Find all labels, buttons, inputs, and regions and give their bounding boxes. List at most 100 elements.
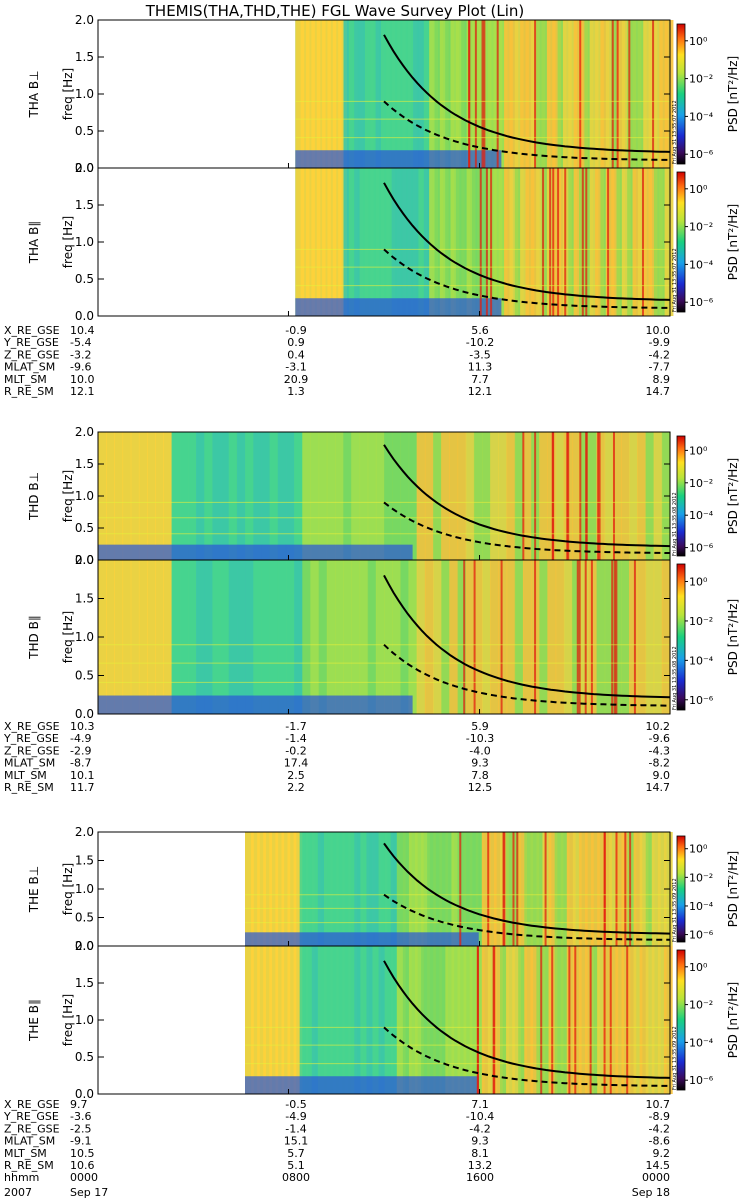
ephemeris-value: 0.4 — [287, 348, 305, 361]
ephemeris-value: 8.9 — [653, 373, 671, 386]
spectrogram-band — [552, 20, 562, 168]
ephemeris-value: -4.9 — [285, 1110, 306, 1123]
spectrogram-band — [130, 560, 140, 714]
spectrogram-band — [548, 832, 558, 946]
ephemeris-row-name: R_RE_SM — [4, 385, 54, 398]
red-spike — [481, 20, 484, 168]
spectrogram-band — [384, 432, 393, 560]
red-spike — [566, 432, 569, 560]
spectrogram-band — [541, 20, 551, 168]
spectrogram-band — [384, 946, 394, 1094]
spectrogram-band — [228, 560, 238, 714]
spectrogram-band — [541, 168, 551, 316]
spectrogram-band — [504, 168, 513, 316]
spectrogram-band — [391, 20, 401, 168]
spectrogram-band — [482, 560, 491, 714]
spectrogram-band — [338, 20, 347, 168]
spectrogram-band — [114, 560, 124, 714]
y-tick-label: 1.0 — [75, 489, 94, 503]
spectrogram-band — [332, 20, 342, 168]
colorbar — [676, 23, 686, 165]
ephemeris-value: 10.4 — [70, 324, 95, 337]
spectrogram-band — [306, 168, 315, 316]
plot-timestamp: Fri Aug 31 13:35:07 2012 — [672, 248, 678, 312]
red-spike — [551, 432, 554, 560]
spectrogram-band — [310, 432, 320, 560]
ephemeris-value: 9.3 — [471, 757, 489, 770]
spectrogram-band — [488, 168, 497, 316]
spectrogram-band — [615, 832, 625, 946]
spectrogram-band — [520, 168, 529, 316]
spectrogram-band — [514, 20, 524, 168]
ephemeris-thd: X_RE_GSE 10.3 -1.7 5.9 10.2Y_RE_GSE -4.9 -1.4-… — [3, 720, 670, 794]
red-spike — [473, 560, 476, 714]
spectrogram-band — [322, 168, 331, 316]
red-spike — [549, 168, 552, 316]
spectrogram-band — [445, 946, 455, 1094]
spectrogram-band — [466, 168, 476, 316]
spectrogram-band — [343, 20, 353, 168]
spectrogram-band — [637, 560, 647, 714]
red-spike — [584, 560, 587, 714]
gyrofrequency-curve — [383, 842, 671, 935]
no-data-region — [98, 20, 296, 168]
spectrogram-band — [392, 560, 401, 714]
panel-the-b⊥: 0.0 0.5 1.0 1.5 2.0 freq [Hz] THE B⊥ 10⁰ 10⁻² 10⁻… — [27, 825, 740, 953]
y-tick-label: 1.5 — [75, 976, 94, 990]
y-tick-label: 1.5 — [75, 854, 94, 868]
spectrogram-band — [643, 20, 653, 168]
spectrogram-band — [330, 832, 339, 946]
ephemeris-value: 15.1 — [284, 1135, 309, 1148]
spectrogram-band — [518, 946, 527, 1094]
spectrogram-band — [573, 168, 583, 316]
spectrogram-band — [525, 168, 535, 316]
half-gyrofrequency-curve — [383, 248, 670, 309]
spectrogram-band — [506, 432, 516, 560]
ephemeris-value: 8.1 — [471, 1147, 489, 1160]
ephemeris-value: -3.1 — [285, 361, 306, 374]
ephemeris-row-name: X_RE_GSE — [4, 1098, 60, 1111]
spectrogram-band — [504, 20, 513, 168]
spectrogram-band — [481, 946, 491, 1094]
spectrogram-band — [294, 560, 303, 714]
panel-tha-b⊥: 0.0 0.5 1.0 1.5 2.0 freq [Hz] THA B⊥ 10⁰ 10⁻² 10⁻… — [27, 13, 740, 175]
spectrogram-band — [547, 560, 557, 714]
spectrogram-band — [375, 560, 385, 714]
spectrogram-band — [334, 432, 344, 560]
spectrogram-band — [293, 832, 303, 946]
ephemeris-value: 10.0 — [646, 324, 671, 337]
spectrogram-band — [348, 20, 358, 168]
spectrogram-band — [490, 432, 499, 560]
colorbar — [676, 949, 686, 1091]
colorbar-tick-label: 10⁻⁶ — [689, 694, 714, 707]
ephemeris-row-name: hhmm — [4, 1171, 39, 1184]
spectrogram-band — [287, 832, 297, 946]
end-date-label: Sep 18 — [632, 1186, 670, 1199]
spectrogram-band — [645, 560, 655, 714]
spectrogram-band — [433, 432, 442, 560]
spectrogram-band — [305, 946, 315, 1094]
y-axis-label: freq [Hz] — [61, 611, 75, 663]
half-gyrofrequency-curve — [383, 893, 670, 941]
red-spike — [468, 20, 471, 168]
spectrogram-band — [251, 832, 260, 946]
red-spike — [616, 20, 619, 168]
red-spike — [568, 946, 571, 1094]
spectrogram-band — [295, 20, 305, 168]
spectrogram-band — [604, 560, 614, 714]
spectrogram-band — [605, 20, 615, 168]
spectrogram-band — [536, 168, 545, 316]
plot-timestamp: Fri Aug 31 13:35:09 2012 — [672, 1026, 678, 1090]
y-tick-label: 0.0 — [75, 161, 94, 175]
spectrogram-band — [555, 560, 565, 714]
ephemeris-value: 10.0 — [70, 373, 95, 386]
spectrogram-band — [402, 20, 412, 168]
y-axis-label: freq [Hz] — [61, 68, 75, 120]
spectrogram-band — [343, 560, 352, 714]
spectrogram-band — [196, 432, 205, 560]
spectrogram-band — [285, 560, 295, 714]
spectrogram-band — [563, 560, 573, 714]
red-spike — [463, 560, 466, 714]
spectrogram-band — [336, 946, 345, 1094]
spectrogram-band — [327, 168, 337, 316]
